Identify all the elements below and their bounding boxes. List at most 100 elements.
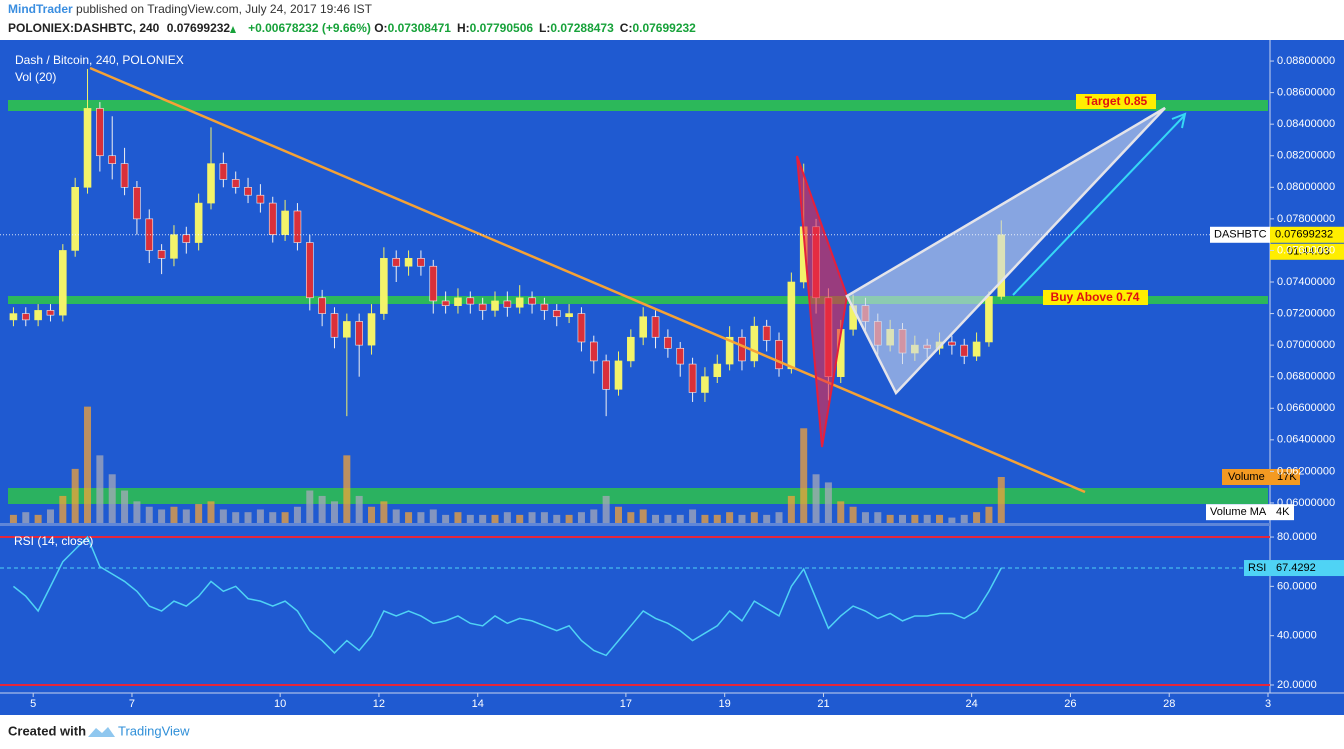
pattern-white xyxy=(845,106,1166,396)
volume-bar xyxy=(503,512,511,523)
candle-body xyxy=(71,187,79,251)
candle-body xyxy=(750,325,759,362)
candle-body xyxy=(83,108,92,188)
volume-bar xyxy=(355,495,363,523)
candle-body xyxy=(528,297,536,305)
candle-body xyxy=(355,321,363,346)
volume-bar xyxy=(787,495,795,523)
ohlc-key: H: xyxy=(457,21,470,35)
volume-bar xyxy=(565,514,573,523)
change: +0.00678232 (+9.66%) xyxy=(248,21,371,35)
candle-body xyxy=(305,242,314,299)
volume-value: 17K xyxy=(1277,471,1297,483)
ohlc-key: C: xyxy=(620,21,633,35)
volume-bar xyxy=(392,509,400,523)
volume-bar xyxy=(368,506,376,523)
candle-body xyxy=(602,360,610,390)
buy-zone xyxy=(8,296,1268,304)
annotation-box xyxy=(1043,290,1148,305)
candle-body xyxy=(664,336,672,349)
volume-bar xyxy=(133,501,141,523)
candle-body xyxy=(219,163,228,180)
volume-bar xyxy=(380,501,388,523)
candle-body xyxy=(762,325,771,341)
x-tick-label: 3 xyxy=(1265,698,1271,710)
volume-bar xyxy=(442,514,450,523)
candle-body xyxy=(441,300,450,306)
volume-bar xyxy=(306,490,314,523)
volume-bar xyxy=(34,514,42,523)
target-zone xyxy=(8,100,1268,111)
candle-body xyxy=(589,341,598,362)
candle-body xyxy=(466,297,475,305)
candle-body xyxy=(120,163,129,188)
volume-bar xyxy=(219,509,227,523)
symbol: POLONIEX:DASHBTC, 240 xyxy=(8,21,160,35)
rsi-name: RSI xyxy=(1248,562,1266,574)
candle-body xyxy=(46,310,55,316)
volume-bar xyxy=(466,514,474,523)
label-box xyxy=(1244,560,1344,577)
y-tick-label: 0.06600000 xyxy=(1277,402,1335,414)
candle-body xyxy=(565,313,573,318)
candle-body xyxy=(170,234,178,259)
volume-bar xyxy=(96,455,104,523)
x-tick-label: 17 xyxy=(620,698,632,710)
rsi-tick-label: 40.0000 xyxy=(1277,630,1317,642)
y-tick-label: 0.08400000 xyxy=(1277,118,1335,130)
volume-bar xyxy=(652,514,660,523)
candle-body xyxy=(429,265,438,302)
candle-body xyxy=(676,347,685,365)
candle-body xyxy=(627,336,635,362)
candle-body xyxy=(244,187,252,196)
candle-body xyxy=(367,313,376,346)
candle-body xyxy=(540,303,549,311)
up-arrow xyxy=(230,26,236,33)
volume-bar xyxy=(948,517,956,523)
ohlc-key: O: xyxy=(374,21,387,35)
candle-body xyxy=(268,202,277,235)
label-box xyxy=(1206,504,1294,521)
volume-title: Vol (20) xyxy=(15,70,56,84)
volume-bar xyxy=(343,455,351,523)
volume-bar xyxy=(837,501,845,523)
candle-body xyxy=(330,313,339,338)
drawings: Target 0.85 Buy Above 0.74 xyxy=(89,66,1187,494)
volume-bar xyxy=(293,506,301,523)
volume-bar xyxy=(701,514,709,523)
candle-body xyxy=(182,234,191,243)
volume-bar xyxy=(158,509,166,523)
volume-bar xyxy=(676,514,684,523)
volume-bar xyxy=(639,509,647,523)
ohlc-value: 0.07790506 xyxy=(470,21,534,35)
volume-bar xyxy=(108,474,116,523)
annotation-box xyxy=(1076,94,1156,109)
candle-body xyxy=(713,363,722,377)
publisher: MindTrader xyxy=(8,2,73,16)
candle-body xyxy=(552,310,561,318)
rsi-tick-label: 60.0000 xyxy=(1277,580,1317,592)
candle-body xyxy=(21,313,30,321)
logo xyxy=(88,727,115,737)
volume-bar xyxy=(738,514,746,523)
candle-body xyxy=(194,202,203,243)
y-tick-label: 0.08200000 xyxy=(1277,150,1335,162)
footer-brand[interactable]: TradingView xyxy=(118,723,190,738)
volume-bar xyxy=(750,512,758,523)
volume-bar xyxy=(997,476,1005,523)
volume-bar xyxy=(763,514,771,523)
volume-bar xyxy=(800,428,808,523)
candle-body xyxy=(133,187,141,220)
volume-bar xyxy=(71,468,79,523)
volume-bar xyxy=(627,512,635,523)
candle-body xyxy=(145,218,154,251)
candle-body xyxy=(503,300,512,308)
marks xyxy=(0,68,1270,686)
candle-body xyxy=(639,316,647,338)
candle-body xyxy=(787,281,796,370)
header-line: MindTrader published on TradingView.com,… xyxy=(8,2,373,16)
candle-body xyxy=(972,341,981,357)
volume-bar xyxy=(861,512,869,523)
volume-bar xyxy=(59,495,67,523)
last-price-label: 0.07699232 xyxy=(1275,229,1333,241)
